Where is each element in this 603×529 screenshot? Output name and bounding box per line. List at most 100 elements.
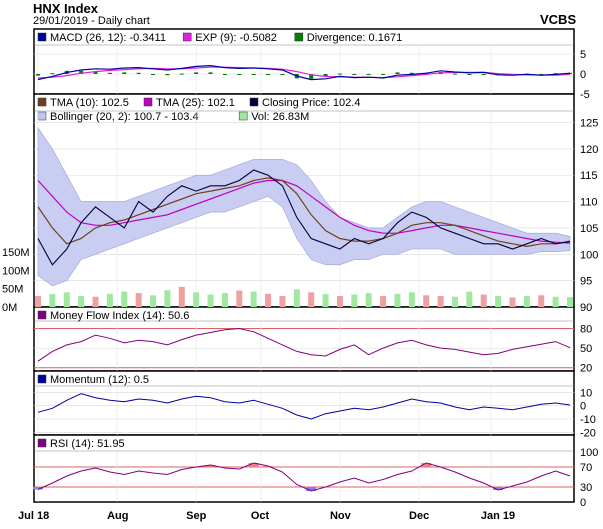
legend-swatch-price <box>238 111 248 121</box>
legend-swatch-price <box>143 97 153 107</box>
x-tick-label: Jan 19 <box>481 510 515 522</box>
volume-tick-label: 150M <box>2 247 30 259</box>
volume-bar <box>193 292 200 307</box>
y-tick-label-mfi: 20 <box>580 363 592 375</box>
divergence-bar <box>222 74 227 75</box>
volume-bar <box>567 297 573 307</box>
tma25-line <box>37 179 571 244</box>
volume-tick-label: 0M <box>2 302 17 314</box>
y-tick-label-price: 125 <box>580 118 598 130</box>
y-tick-label-momentum: 0 <box>580 401 586 413</box>
y-tick-label-price: 120 <box>580 144 598 156</box>
divergence-bar <box>107 72 112 74</box>
panel-frame-momentum <box>33 370 575 436</box>
divergence-bar <box>409 72 414 74</box>
rsi-oversold-fill <box>33 487 43 490</box>
rsi-oversold-fill <box>493 487 504 490</box>
volume-bar <box>265 293 272 307</box>
volume-bar <box>63 292 70 307</box>
volume-bar <box>178 286 185 307</box>
y-tick-label-rsi: 70 <box>580 462 592 474</box>
legend-swatch-price <box>37 97 47 107</box>
divergence-bar <box>337 73 342 75</box>
volume-bar <box>78 296 85 307</box>
legend-swatch-mfi <box>37 310 47 320</box>
x-tick-label: Nov <box>330 510 352 522</box>
volume-bar <box>221 293 228 307</box>
legend-swatch-rsi <box>37 438 47 448</box>
volume-tick-label: 100M <box>2 265 30 277</box>
volume-bar <box>480 294 487 307</box>
volume-bar <box>135 293 142 307</box>
y-tick-label-price: 105 <box>580 223 598 235</box>
divergence-bar <box>539 74 544 75</box>
momentum-line <box>37 393 571 420</box>
divergence-bar <box>251 74 256 75</box>
panel-frame-rsi <box>33 434 575 503</box>
macd-line <box>37 64 571 81</box>
y-tick-label-macd: 0 <box>580 69 586 81</box>
legend-label-rsi: RSI (14): 51.95 <box>50 438 125 450</box>
y-tick-label-rsi: 0 <box>580 497 586 509</box>
volume-bar <box>236 290 243 307</box>
volume-bar <box>380 296 387 307</box>
x-tick-label: Sep <box>186 510 206 522</box>
volume-bar <box>106 293 113 307</box>
volume-bar <box>250 291 257 307</box>
y-tick-label-price: 110 <box>580 197 598 209</box>
legend-label-price: Closing Price: 102.4 <box>262 97 360 109</box>
volume-bar <box>552 296 559 307</box>
legend-swatch-macd <box>182 32 192 42</box>
volume-tick-label: 50M <box>2 284 23 296</box>
y-tick-label-momentum: -10 <box>580 414 596 426</box>
divergence-bar <box>266 74 271 75</box>
divergence-bar <box>179 73 184 75</box>
x-tick-label: Oct <box>251 510 270 522</box>
volume-bar <box>423 295 430 307</box>
rsi-overbought-fill <box>205 465 216 467</box>
volume-bar <box>509 297 516 307</box>
y-tick-label-mfi: 50 <box>580 343 592 355</box>
volume-bar <box>279 296 286 307</box>
rsi-oversold-fill <box>306 487 317 491</box>
bollinger-band <box>37 126 571 287</box>
y-tick-label-macd: -5 <box>580 89 590 101</box>
volume-bar <box>495 296 502 307</box>
y-tick-label-price: 90 <box>580 302 592 314</box>
x-tick-label: Dec <box>409 510 429 522</box>
divergence-bar <box>194 72 199 74</box>
volume-bar <box>408 292 415 307</box>
rsi-overbought-fill <box>421 463 432 467</box>
legend-swatch-momentum <box>37 374 47 384</box>
legend-label-macd: Divergence: 0.1671 <box>307 32 402 44</box>
volume-bar <box>293 289 300 307</box>
x-tick-label: Aug <box>107 510 128 522</box>
volume-bar <box>538 295 545 307</box>
legend-label-price: TMA (10): 102.5 <box>50 97 129 109</box>
chart-subtitle: 29/01/2019 - Daily chart <box>33 15 150 27</box>
volume-bar <box>121 291 128 307</box>
chart-source: VCBS <box>540 12 577 27</box>
divergence-bar <box>165 74 170 76</box>
divergence-bar <box>309 74 314 79</box>
y-tick-label-macd: 5 <box>580 49 586 61</box>
divergence-bar <box>151 74 156 75</box>
legend-swatch-macd <box>37 32 47 42</box>
divergence-bar <box>395 72 400 74</box>
volume-bar <box>351 294 358 307</box>
divergence-bar <box>79 70 84 74</box>
divergence-bar <box>481 74 486 75</box>
y-tick-label-rsi: 30 <box>580 482 592 494</box>
volume-bar <box>150 295 157 307</box>
tma10-line <box>37 177 571 248</box>
y-tick-label-price: 115 <box>580 170 598 182</box>
divergence-bar <box>352 74 357 75</box>
legend-label-macd: MACD (26, 12): -0.3411 <box>50 32 166 44</box>
panel-frame-macd <box>33 28 575 95</box>
divergence-bar <box>36 74 40 76</box>
volume-bar <box>394 293 401 307</box>
volume-bar <box>35 296 41 307</box>
volume-bar <box>308 292 315 307</box>
divergence-bar <box>122 72 127 74</box>
